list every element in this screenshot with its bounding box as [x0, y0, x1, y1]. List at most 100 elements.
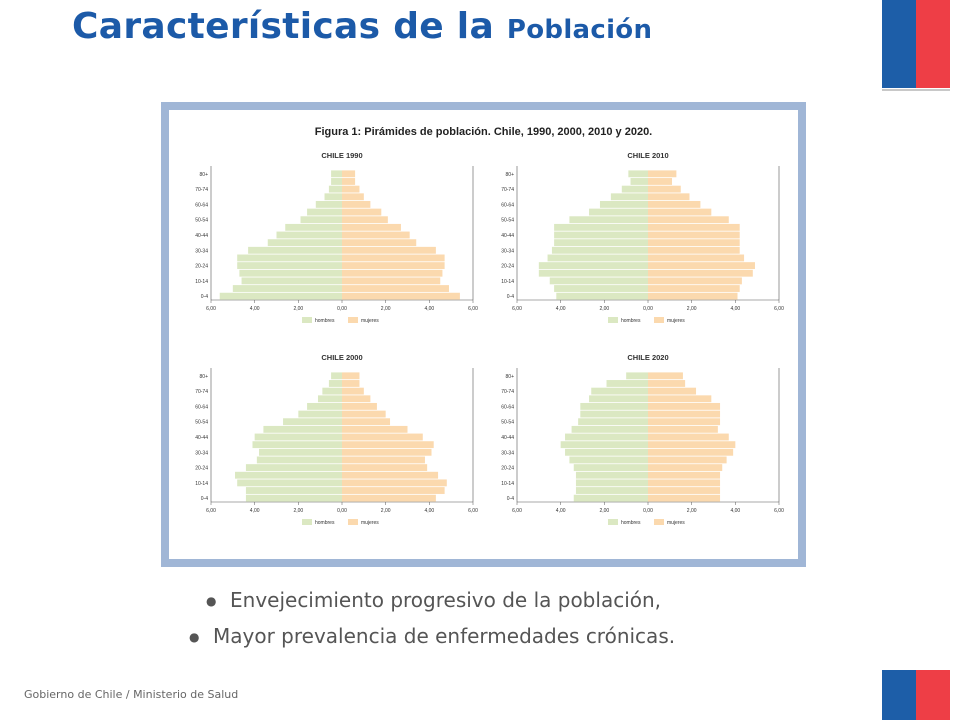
bar-mujeres: [648, 277, 742, 285]
bar-hombres: [575, 479, 648, 487]
legend-swatch-mujeres: [348, 317, 358, 323]
y-tick-label: 80+: [506, 374, 515, 380]
bar-hombres: [256, 456, 342, 464]
x-tick-label: 6,00: [774, 508, 784, 514]
bar-hombres: [556, 292, 648, 300]
x-tick-label: 0,00: [643, 508, 653, 514]
bar-mujeres: [342, 277, 441, 285]
bar-hombres: [283, 418, 342, 426]
bar-mujeres: [648, 239, 740, 247]
y-tick-label: 0-4: [507, 294, 514, 300]
bar-hombres: [307, 402, 342, 410]
legend-swatch-hombres: [608, 519, 618, 525]
legend-label-mujeres: mujeres: [667, 520, 685, 526]
bar-hombres: [580, 402, 648, 410]
bar-mujeres: [342, 418, 391, 426]
bar-hombres: [331, 372, 342, 380]
bar-hombres: [259, 448, 342, 456]
bar-hombres: [628, 170, 648, 178]
bar-mujeres: [648, 471, 721, 479]
slide-title: Características de la Población: [72, 6, 652, 47]
bar-hombres: [315, 200, 342, 208]
pyramid-chart-2020: CHILE 2020 0-4 10-14 20-24 30-34 40-44 50-54 60…: [501, 353, 784, 526]
bar-hombres: [573, 494, 648, 502]
bar-hombres: [328, 185, 342, 193]
bar-mujeres: [342, 246, 436, 254]
bar-hombres: [239, 269, 342, 277]
y-tick-label: 0-4: [201, 294, 208, 300]
legend-swatch-hombres: [302, 519, 312, 525]
bar-mujeres: [648, 372, 683, 380]
bar-hombres: [591, 387, 648, 395]
y-tick-label: 20-24: [195, 466, 208, 472]
chile-flag-logo-bottom: [882, 670, 950, 720]
bar-mujeres: [342, 239, 417, 247]
bar-hombres: [331, 170, 342, 178]
bar-mujeres: [342, 433, 423, 441]
bar-hombres: [573, 464, 648, 472]
bar-hombres: [551, 246, 648, 254]
x-tick-label: 2,00: [599, 508, 609, 514]
y-tick-label: 40-44: [501, 435, 514, 441]
bar-hombres: [328, 380, 342, 387]
bar-hombres: [307, 208, 342, 216]
bar-mujeres: [648, 456, 727, 464]
x-tick-label: 4,00: [250, 306, 260, 312]
bar-hombres: [331, 178, 342, 185]
legend-label-mujeres: mujeres: [361, 318, 379, 324]
x-tick-label: 4,00: [424, 306, 434, 312]
x-tick-label: 2,00: [687, 508, 697, 514]
y-tick-label: 30-34: [195, 248, 208, 254]
bar-hombres: [580, 410, 648, 418]
x-tick-label: 4,00: [424, 508, 434, 514]
bar-mujeres: [648, 185, 681, 193]
bar-hombres: [322, 387, 342, 395]
bar-mujeres: [648, 292, 738, 300]
y-tick-label: 80+: [200, 172, 209, 178]
bar-mujeres: [648, 223, 740, 231]
bar-mujeres: [342, 494, 436, 502]
bar-hombres: [300, 216, 342, 224]
bar-mujeres: [342, 285, 449, 292]
y-tick-label: 10-14: [501, 279, 514, 285]
bar-hombres: [626, 372, 648, 380]
bar-hombres: [606, 380, 648, 387]
bar-hombres: [547, 254, 648, 262]
x-tick-label: 0,00: [337, 306, 347, 312]
x-tick-label: 6,00: [468, 508, 478, 514]
bar-mujeres: [342, 479, 447, 487]
y-tick-label: 10-14: [195, 481, 208, 487]
y-tick-label: 20-24: [501, 466, 514, 472]
bar-hombres: [599, 200, 648, 208]
figure-panel: Figura 1: Pirámides de población. Chile,…: [169, 110, 798, 559]
bar-hombres: [324, 193, 342, 201]
bullet-item: ● Mayor prevalencia de enfermedades cróni…: [189, 624, 675, 648]
bar-hombres: [589, 395, 648, 403]
chile-flag-logo-top: [882, 0, 950, 91]
x-tick-label: 2,00: [599, 306, 609, 312]
legend-swatch-hombres: [302, 317, 312, 323]
y-tick-label: 80+: [506, 172, 515, 178]
y-tick-label: 70-74: [501, 187, 514, 193]
bar-mujeres: [342, 402, 377, 410]
bar-mujeres: [342, 464, 428, 472]
x-tick-label: 6,00: [206, 306, 216, 312]
pyramid-chart-2000: CHILE 2000 0-4 10-14 20-24 30-34 40-44 50-54 60…: [195, 353, 478, 526]
x-tick-label: 4,00: [730, 306, 740, 312]
x-tick-label: 4,00: [730, 508, 740, 514]
legend-label-hombres: hombres: [621, 520, 641, 526]
x-tick-label: 4,00: [250, 508, 260, 514]
y-tick-label: 60-64: [195, 202, 208, 208]
bar-mujeres: [648, 418, 721, 426]
bullet-text: Envejecimiento progresivo de la població…: [230, 588, 662, 612]
bar-mujeres: [648, 200, 701, 208]
bar-mujeres: [342, 216, 388, 224]
bar-mujeres: [648, 285, 740, 292]
x-tick-label: 2,00: [381, 508, 391, 514]
y-tick-label: 30-34: [195, 450, 208, 456]
bar-mujeres: [648, 433, 729, 441]
bar-mujeres: [648, 208, 712, 216]
chart-title: CHILE 2000: [321, 353, 362, 362]
pyramid-chart-2010: CHILE 2010 0-4 10-14 20-24 30-34 40-44 50-54 60…: [501, 151, 784, 324]
bar-hombres: [245, 487, 342, 494]
